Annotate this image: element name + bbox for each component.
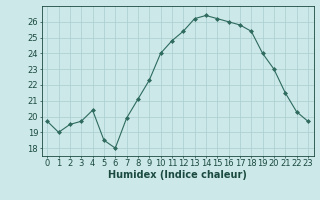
X-axis label: Humidex (Indice chaleur): Humidex (Indice chaleur) [108,170,247,180]
